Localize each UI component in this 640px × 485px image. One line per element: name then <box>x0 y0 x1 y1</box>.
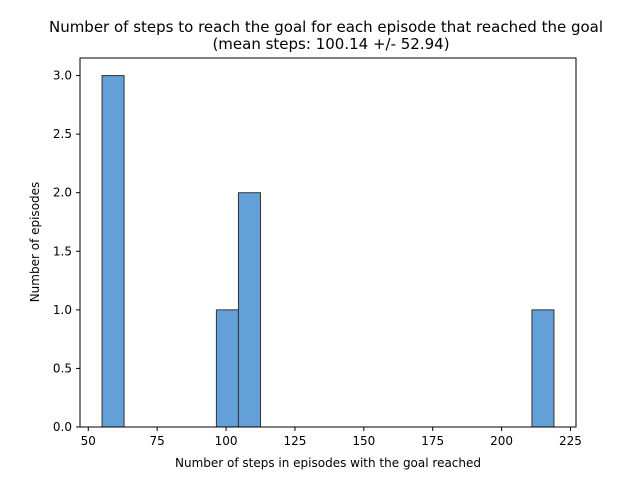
y-tick-label: 2.5 <box>53 127 72 141</box>
histogram-bar <box>101 75 125 428</box>
x-tick-label: 100 <box>215 434 238 448</box>
x-tick-label: 200 <box>490 434 513 448</box>
y-tick-label: 0.0 <box>53 420 72 434</box>
x-tick-label: 150 <box>352 434 375 448</box>
y-tick-label: 3.0 <box>53 69 72 83</box>
y-tick-label: 1.5 <box>53 244 72 258</box>
histogram-bars <box>101 75 555 428</box>
x-tick-label: 50 <box>81 434 96 448</box>
histogram-bar <box>215 309 239 428</box>
y-axis-ticks: 0.0 0.5 1.0 1.5 2.0 2.5 3.0 <box>53 69 80 434</box>
y-tick-label: 0.5 <box>53 361 72 375</box>
x-tick-label: 125 <box>283 434 306 448</box>
histogram-bar <box>531 309 555 428</box>
y-axis-label: Number of episodes <box>28 182 42 303</box>
x-axis-ticks: 50 75 100 125 150 175 200 225 <box>81 427 582 448</box>
x-tick-label: 225 <box>559 434 582 448</box>
x-tick-label: 175 <box>421 434 444 448</box>
y-tick-label: 1.0 <box>53 303 72 317</box>
y-tick-label: 2.0 <box>53 186 72 200</box>
x-axis-label: Number of steps in episodes with the goa… <box>175 456 481 470</box>
histogram-bar <box>237 192 261 428</box>
chart-title-line-1: Number of steps to reach the goal for ea… <box>49 18 603 36</box>
plot-frame <box>79 57 577 428</box>
x-tick-label: 75 <box>150 434 165 448</box>
chart-title-line-2: (mean steps: 100.14 +/- 52.94) <box>212 35 449 53</box>
